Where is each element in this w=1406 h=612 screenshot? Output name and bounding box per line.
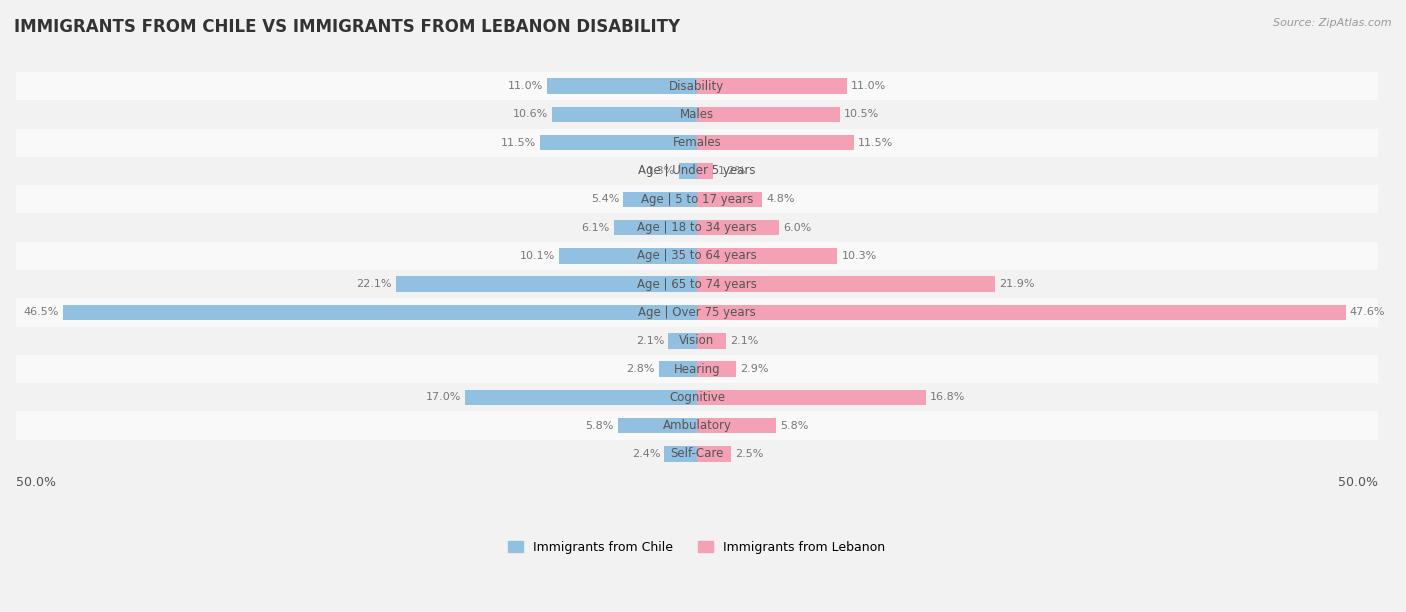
Text: 2.8%: 2.8%	[626, 364, 655, 374]
Text: 46.5%: 46.5%	[24, 307, 59, 318]
Text: 5.4%: 5.4%	[591, 194, 619, 204]
Text: 10.3%: 10.3%	[841, 251, 877, 261]
Text: 10.6%: 10.6%	[513, 110, 548, 119]
Bar	[697, 389, 927, 405]
Bar	[15, 185, 1378, 214]
Bar	[15, 129, 1378, 157]
Text: 2.5%: 2.5%	[735, 449, 763, 459]
Bar	[15, 100, 1378, 129]
Text: 22.1%: 22.1%	[356, 279, 392, 289]
Text: Age | 5 to 17 years: Age | 5 to 17 years	[641, 193, 754, 206]
Text: Age | 35 to 64 years: Age | 35 to 64 years	[637, 249, 756, 263]
Text: Age | Over 75 years: Age | Over 75 years	[638, 306, 756, 319]
Text: 21.9%: 21.9%	[1000, 279, 1035, 289]
Text: 6.1%: 6.1%	[582, 223, 610, 233]
Text: 2.1%: 2.1%	[730, 336, 758, 346]
Bar	[553, 106, 697, 122]
Text: 11.0%: 11.0%	[851, 81, 886, 91]
Text: 6.0%: 6.0%	[783, 223, 811, 233]
Bar	[659, 361, 697, 377]
Bar	[560, 248, 697, 264]
Text: 2.1%: 2.1%	[636, 336, 664, 346]
Text: 16.8%: 16.8%	[929, 392, 966, 402]
Bar	[697, 192, 762, 207]
Bar	[697, 106, 839, 122]
Bar	[15, 157, 1378, 185]
Text: Age | 65 to 74 years: Age | 65 to 74 years	[637, 278, 756, 291]
Text: Males: Males	[681, 108, 714, 121]
Text: 4.8%: 4.8%	[766, 194, 794, 204]
Bar	[540, 135, 697, 151]
Bar	[697, 361, 737, 377]
Text: 11.5%: 11.5%	[858, 138, 893, 147]
Text: Ambulatory: Ambulatory	[662, 419, 731, 432]
Text: 11.0%: 11.0%	[508, 81, 543, 91]
Bar	[617, 418, 697, 433]
Bar	[15, 440, 1378, 468]
Bar	[664, 446, 697, 461]
Bar	[15, 327, 1378, 355]
Bar	[614, 220, 697, 236]
Text: 10.1%: 10.1%	[520, 251, 555, 261]
Bar	[15, 72, 1378, 100]
Bar	[547, 78, 697, 94]
Text: 47.6%: 47.6%	[1350, 307, 1385, 318]
Text: 5.8%: 5.8%	[585, 420, 614, 431]
Bar	[15, 411, 1378, 440]
Bar	[697, 333, 725, 348]
Bar	[395, 277, 697, 292]
Bar	[697, 135, 853, 151]
Text: 17.0%: 17.0%	[426, 392, 461, 402]
Text: IMMIGRANTS FROM CHILE VS IMMIGRANTS FROM LEBANON DISABILITY: IMMIGRANTS FROM CHILE VS IMMIGRANTS FROM…	[14, 18, 681, 36]
Bar	[697, 305, 1346, 320]
Text: Disability: Disability	[669, 80, 724, 92]
Bar	[697, 277, 995, 292]
Bar	[15, 214, 1378, 242]
Bar	[668, 333, 697, 348]
Text: Source: ZipAtlas.com: Source: ZipAtlas.com	[1274, 18, 1392, 28]
Text: Females: Females	[672, 136, 721, 149]
Bar	[697, 220, 779, 236]
Bar	[697, 78, 846, 94]
Bar	[697, 418, 776, 433]
Text: 10.5%: 10.5%	[844, 110, 879, 119]
Bar	[63, 305, 697, 320]
Text: 2.4%: 2.4%	[631, 449, 661, 459]
Legend: Immigrants from Chile, Immigrants from Lebanon: Immigrants from Chile, Immigrants from L…	[503, 536, 890, 559]
Text: 2.9%: 2.9%	[741, 364, 769, 374]
Bar	[697, 446, 731, 461]
Text: Cognitive: Cognitive	[669, 391, 725, 404]
Bar	[679, 163, 697, 179]
Bar	[623, 192, 697, 207]
Text: 5.8%: 5.8%	[780, 420, 808, 431]
Text: Hearing: Hearing	[673, 362, 720, 376]
Text: Age | Under 5 years: Age | Under 5 years	[638, 165, 755, 177]
Text: 11.5%: 11.5%	[501, 138, 536, 147]
Text: Age | 18 to 34 years: Age | 18 to 34 years	[637, 221, 756, 234]
Bar	[15, 298, 1378, 327]
Bar	[15, 383, 1378, 411]
Bar	[697, 248, 838, 264]
Text: 1.2%: 1.2%	[717, 166, 745, 176]
Text: 1.3%: 1.3%	[647, 166, 675, 176]
Bar	[465, 389, 697, 405]
Text: Self-Care: Self-Care	[671, 447, 724, 460]
Text: Vision: Vision	[679, 334, 714, 347]
Bar	[15, 270, 1378, 298]
Text: 50.0%: 50.0%	[1339, 476, 1378, 488]
Bar	[697, 163, 713, 179]
Text: 50.0%: 50.0%	[15, 476, 55, 488]
Bar	[15, 242, 1378, 270]
Bar	[15, 355, 1378, 383]
